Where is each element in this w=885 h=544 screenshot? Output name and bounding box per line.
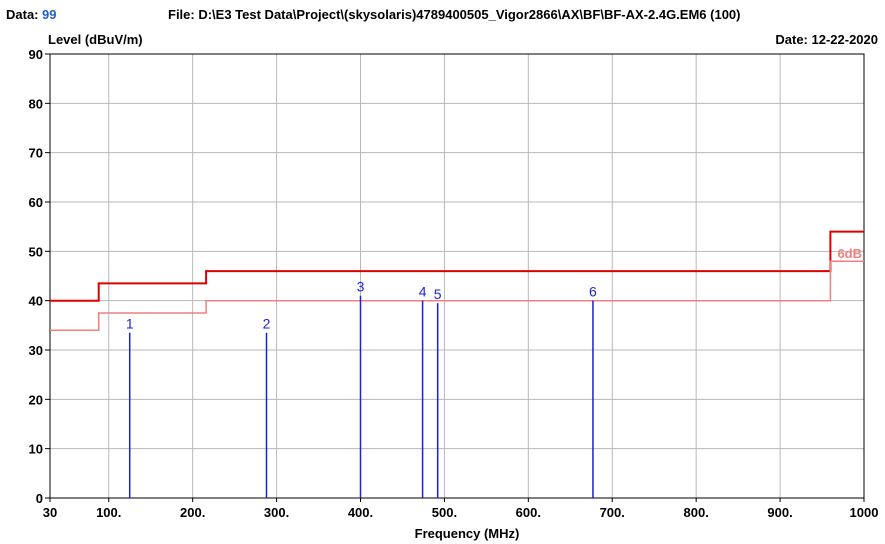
x-axis-title: Frequency (MHz) [415, 526, 520, 541]
limit-lines: 6dB [50, 230, 864, 332]
data-value: 99 [42, 7, 56, 22]
x-tick-label: 900. [767, 505, 792, 520]
header: Data: 99 File: D:\E3 Test Data\Project\(… [6, 7, 878, 541]
y-axis-ticks: 0 10 20 30 40 50 60 70 80 90 [29, 47, 50, 506]
y-tick-label: 10 [29, 442, 43, 457]
y-tick-label: 60 [29, 195, 43, 210]
y-tick-label: 90 [29, 47, 43, 62]
x-tick-label: 600. [516, 505, 541, 520]
x-tick-label: 400. [348, 505, 373, 520]
marker-label-5: 5 [434, 286, 442, 302]
data-label: Data: [6, 7, 39, 22]
y-tick-label: 30 [29, 343, 43, 358]
limit-line [50, 230, 864, 302]
x-tick-label: 500. [432, 505, 457, 520]
x-tick-label: 100. [96, 505, 121, 520]
limit-line-minus-6db [50, 260, 864, 332]
y-tick-label: 0 [36, 491, 43, 506]
y-tick-label: 50 [29, 244, 43, 259]
marker-label-3: 3 [357, 279, 365, 295]
x-tick-label: 300. [264, 505, 289, 520]
x-tick-label: 800. [684, 505, 709, 520]
marker-label-4: 4 [419, 284, 427, 300]
grid-lines [50, 54, 864, 498]
x-tick-label: 30 [43, 505, 57, 520]
peak-markers: 1 2 3 4 5 6 [126, 279, 597, 498]
x-tick-label: 1000 [850, 505, 879, 520]
marker-label-1: 1 [126, 316, 134, 332]
x-tick-label: 200. [180, 505, 205, 520]
x-tick-label: 700. [600, 505, 625, 520]
file-path: File: D:\E3 Test Data\Project\(skysolari… [168, 7, 740, 22]
y-tick-label: 80 [29, 96, 43, 111]
y-tick-label: 40 [29, 294, 43, 309]
y-axis-title: Level (dBuV/m) [48, 32, 143, 47]
plot-area [49, 53, 865, 499]
marker-label-6: 6 [589, 284, 597, 300]
y-tick-label: 20 [29, 392, 43, 407]
date-label: Date: 12-22-2020 [775, 32, 878, 47]
margin-label: 6dB [837, 246, 862, 261]
marker-label-2: 2 [263, 316, 271, 332]
x-axis-ticks: 30 100. 200. 300. 400. 500. 600. 700. 800. 900. 10… [43, 498, 879, 520]
y-tick-label: 70 [29, 146, 43, 161]
